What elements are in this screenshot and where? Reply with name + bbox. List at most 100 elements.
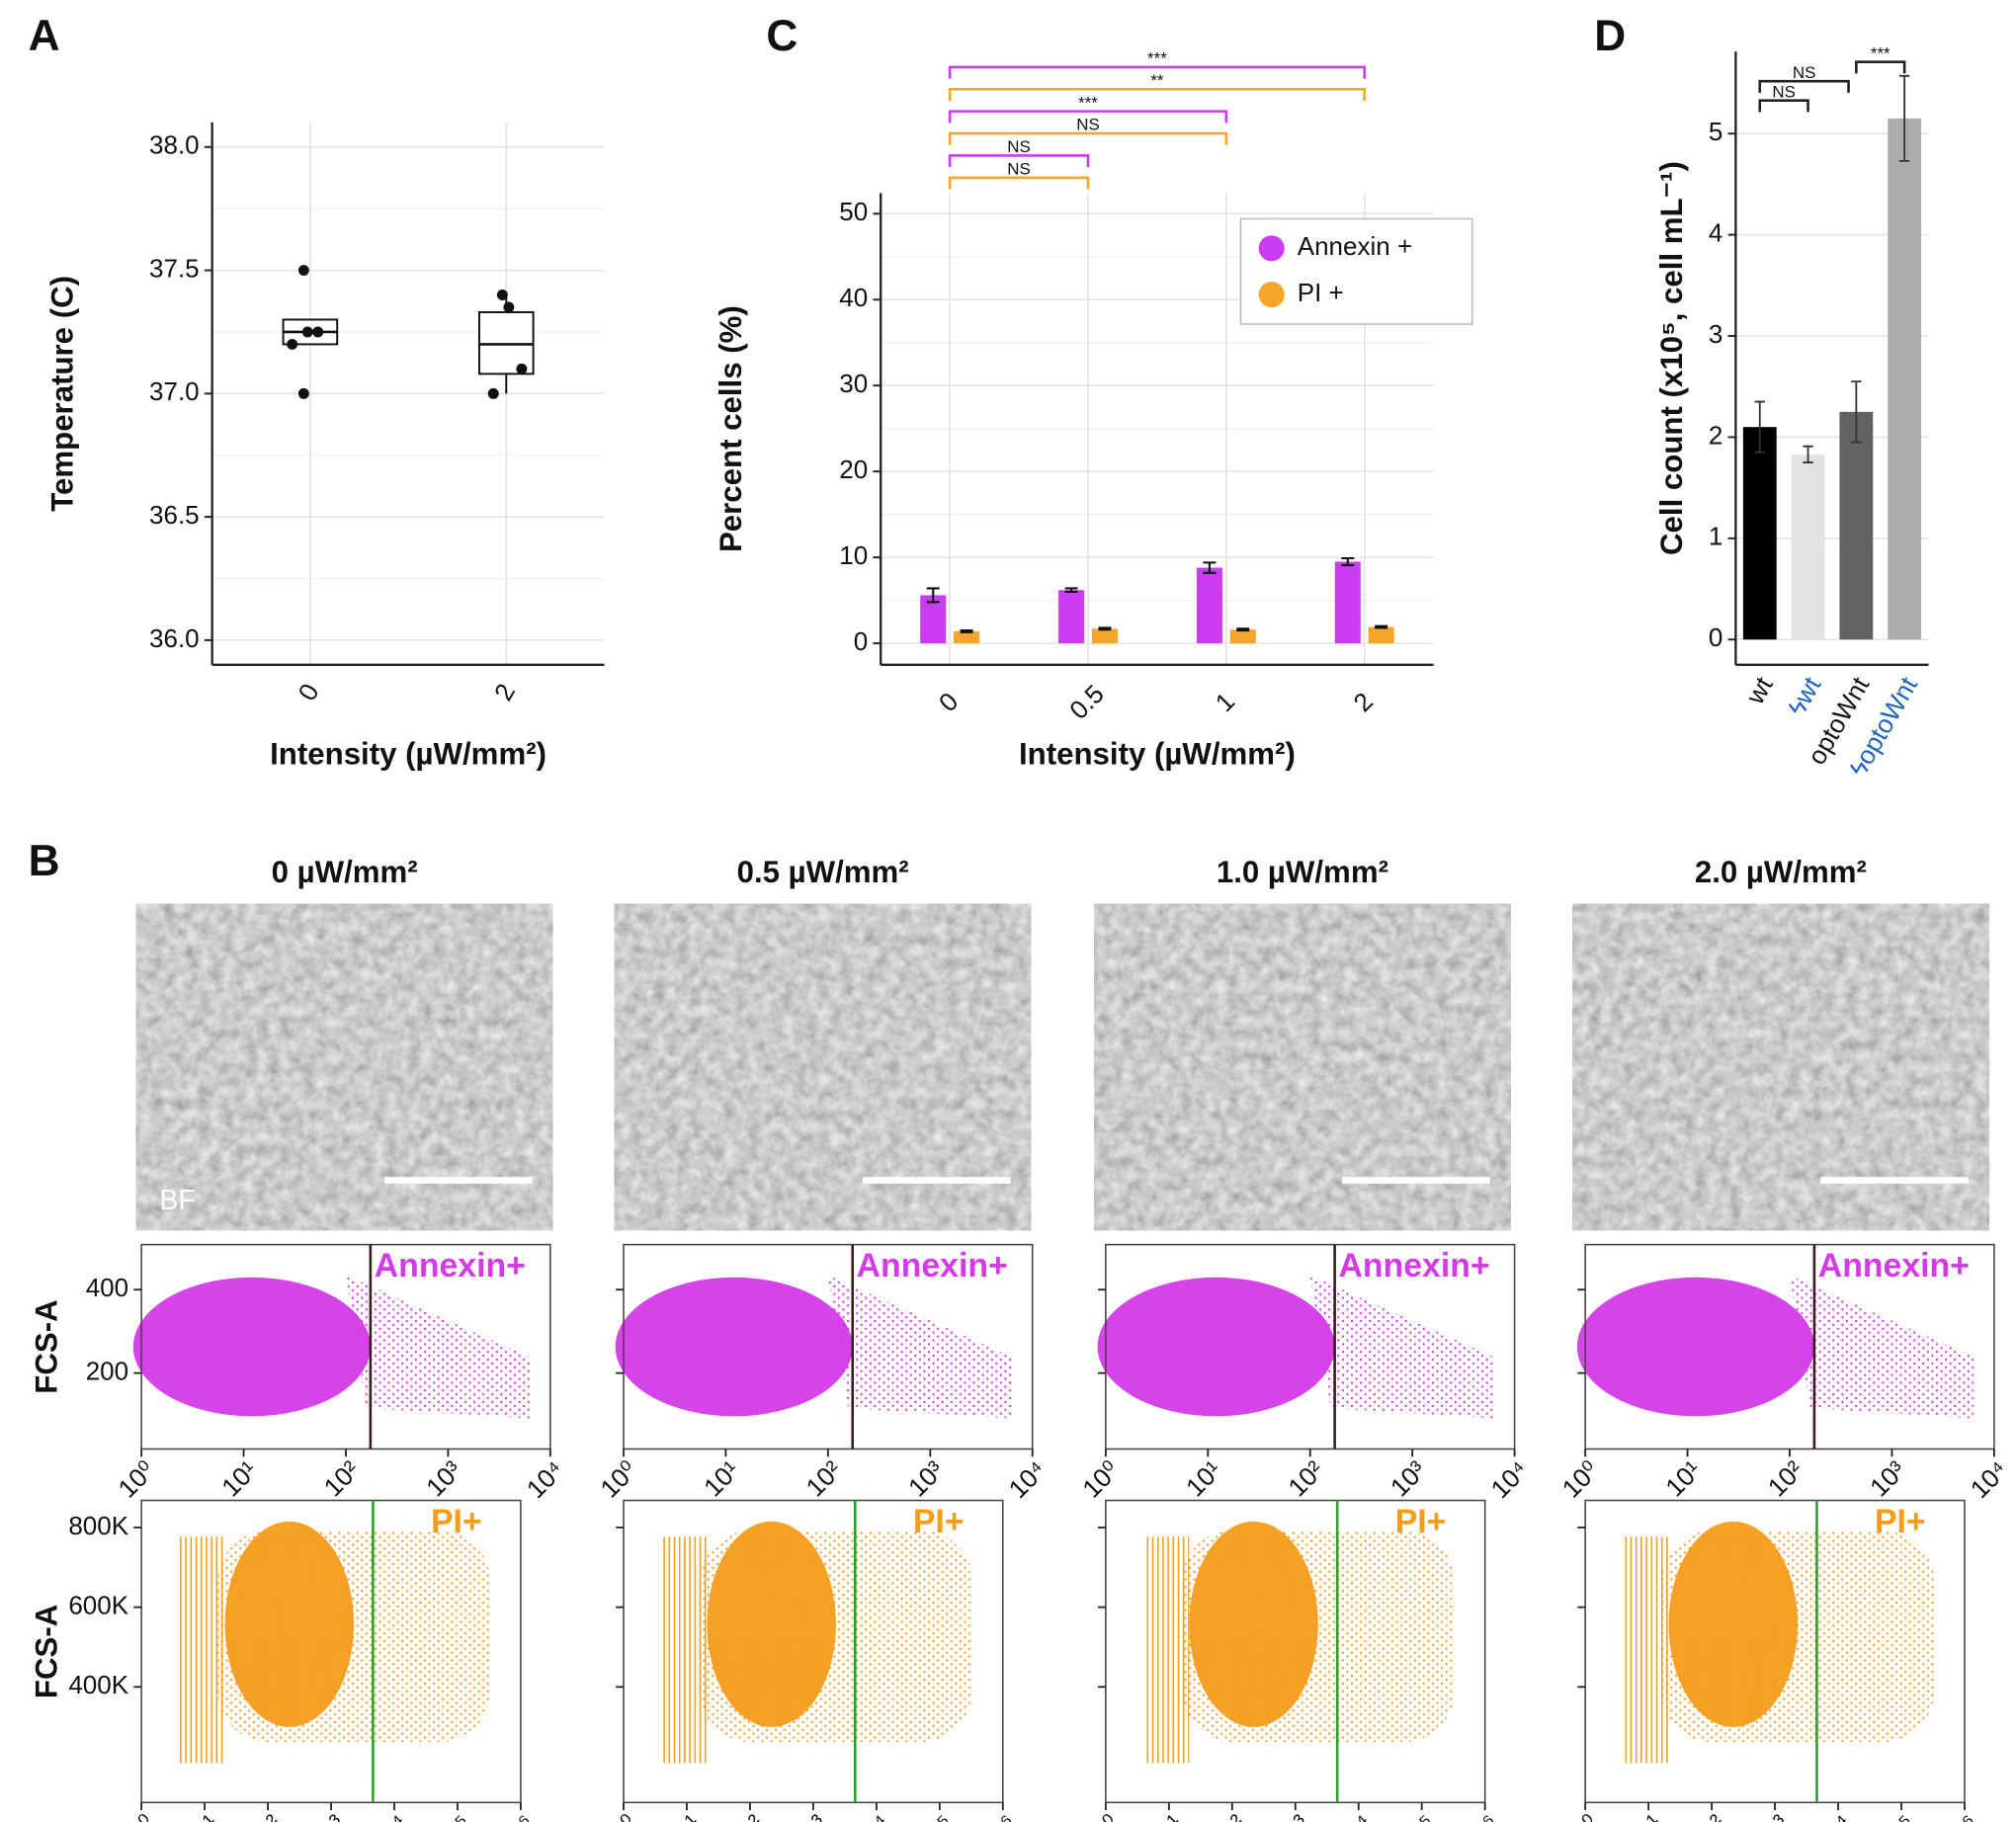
x-tick-label: 10¹ xyxy=(177,1808,224,1822)
panel-label: A xyxy=(29,12,60,60)
cloud-sparse xyxy=(1309,1275,1494,1419)
y-tick-label: 50 xyxy=(839,197,868,226)
error-bar xyxy=(1064,587,1078,593)
cloud-sparse xyxy=(345,1275,531,1419)
significance-bracket xyxy=(948,110,1228,124)
error-bar xyxy=(1236,627,1250,632)
significance-bracket xyxy=(948,154,1090,168)
x-tick-label: 10⁵ xyxy=(910,1808,959,1822)
x-tick-label: 10⁰ xyxy=(594,1455,642,1504)
bar xyxy=(1091,628,1118,644)
x-tick-label: 10¹ xyxy=(215,1454,263,1502)
error-bar xyxy=(1341,556,1355,567)
y-tick-label: 36.0 xyxy=(149,623,200,653)
micrograph xyxy=(1094,903,1511,1231)
error-bar xyxy=(1851,380,1862,444)
legend-box xyxy=(1239,217,1473,325)
error-bar xyxy=(1203,561,1217,574)
gate-label: PI+ xyxy=(913,1503,965,1540)
error-bar xyxy=(1898,74,1910,162)
cloud-core xyxy=(132,1277,371,1417)
y-axis-title: Temperature (C) xyxy=(44,276,79,512)
y-tick-label: 600K xyxy=(68,1590,128,1619)
x-tick-label: 10¹ xyxy=(659,1808,707,1822)
x-tick-label: 10⁴ xyxy=(1329,1808,1379,1822)
point xyxy=(496,290,508,300)
x-tick-label: 0 xyxy=(933,687,964,717)
x-tick-label: 10² xyxy=(1684,1808,1731,1822)
cloud-core xyxy=(1097,1277,1335,1417)
error-bar xyxy=(1803,445,1813,463)
panel-label: C xyxy=(766,12,798,60)
y-tick-label: 0 xyxy=(854,626,868,656)
significance-bracket xyxy=(1758,79,1850,93)
micrograph-title: 0.5 µW/mm² xyxy=(737,855,909,889)
significance-label: *** xyxy=(1147,49,1167,68)
bar xyxy=(920,595,947,644)
significance-label: NS xyxy=(1007,137,1031,156)
bar xyxy=(1058,590,1085,644)
legend-marker xyxy=(1258,235,1285,262)
bar xyxy=(1334,561,1361,644)
x-tick-label: 10³ xyxy=(902,1454,950,1502)
bar xyxy=(1196,567,1222,644)
bar xyxy=(1229,629,1256,644)
y-tick-label: 30 xyxy=(839,369,868,398)
x-tick-label: 10³ xyxy=(786,1808,833,1822)
x-tick-label: 10³ xyxy=(420,1454,467,1502)
cloud-stripes xyxy=(179,1536,225,1764)
bar xyxy=(1742,427,1777,640)
gate-label: Annexin+ xyxy=(857,1247,1008,1284)
cloud-core xyxy=(615,1277,853,1417)
x-axis-title: Intensity (µW/mm²) xyxy=(1019,736,1296,771)
point xyxy=(287,338,298,350)
point xyxy=(297,387,309,399)
cloud-core xyxy=(1668,1521,1799,1727)
y-axis-title: FCS-A xyxy=(30,1605,64,1698)
x-tick-label: 10¹ xyxy=(698,1454,745,1502)
x-tick-label: 0.5 xyxy=(1063,679,1110,725)
x-tick-label: 10¹ xyxy=(1659,1454,1707,1502)
x-tick-label: 10¹ xyxy=(1141,1808,1189,1822)
significance-label: NS xyxy=(1076,116,1100,134)
x-tick-label: 10⁶ xyxy=(491,1808,540,1822)
significance-label: *** xyxy=(1078,93,1098,112)
error-bar xyxy=(1375,624,1388,629)
point xyxy=(297,265,309,277)
significance-bracket xyxy=(1855,60,1906,74)
x-tick-label: 10³ xyxy=(1864,1454,1911,1502)
x-tick-label: 10⁶ xyxy=(1935,1808,1983,1822)
x-tick-label: 10³ xyxy=(303,1808,351,1822)
x-tick-label: 10⁵ xyxy=(1872,1808,1920,1822)
x-tick-label: 10² xyxy=(240,1808,288,1822)
gate-label: PI+ xyxy=(1395,1503,1447,1540)
x-tick-label: 10⁰ xyxy=(1556,1455,1605,1504)
x-tick-label: 10² xyxy=(722,1808,770,1822)
legend-label: Annexin + xyxy=(1298,231,1412,261)
x-tick-label: 10⁰ xyxy=(1556,1808,1605,1822)
gate-label: Annexin+ xyxy=(1339,1247,1490,1284)
micrograph-title: 2.0 µW/mm² xyxy=(1695,855,1867,889)
x-tick-label: 10⁴ xyxy=(521,1455,570,1505)
micrograph-title: 0 µW/mm² xyxy=(272,855,418,889)
point xyxy=(312,326,324,338)
y-axis-title: Percent cells (%) xyxy=(714,305,748,552)
significance-bracket xyxy=(948,131,1228,145)
x-tick-label: 10⁴ xyxy=(1003,1455,1052,1505)
y-tick-label: 10 xyxy=(839,540,868,570)
cloud-sparse xyxy=(1790,1275,1974,1419)
point xyxy=(516,363,528,374)
micrograph xyxy=(135,903,553,1231)
gate-label: Annexin+ xyxy=(375,1247,526,1284)
x-tick-label: 10² xyxy=(1762,1454,1809,1502)
cloud-core xyxy=(224,1521,355,1727)
x-tick-label: 10⁰ xyxy=(1076,1455,1125,1504)
bar xyxy=(1791,454,1825,640)
gate-label: PI+ xyxy=(431,1503,482,1540)
x-tick-label: 2 xyxy=(1347,687,1378,717)
significance-label: NS xyxy=(1793,63,1816,82)
x-tick-label: wt xyxy=(1739,671,1779,709)
x-tick-label: 10² xyxy=(800,1454,848,1502)
y-tick-label: 37.0 xyxy=(149,376,200,406)
